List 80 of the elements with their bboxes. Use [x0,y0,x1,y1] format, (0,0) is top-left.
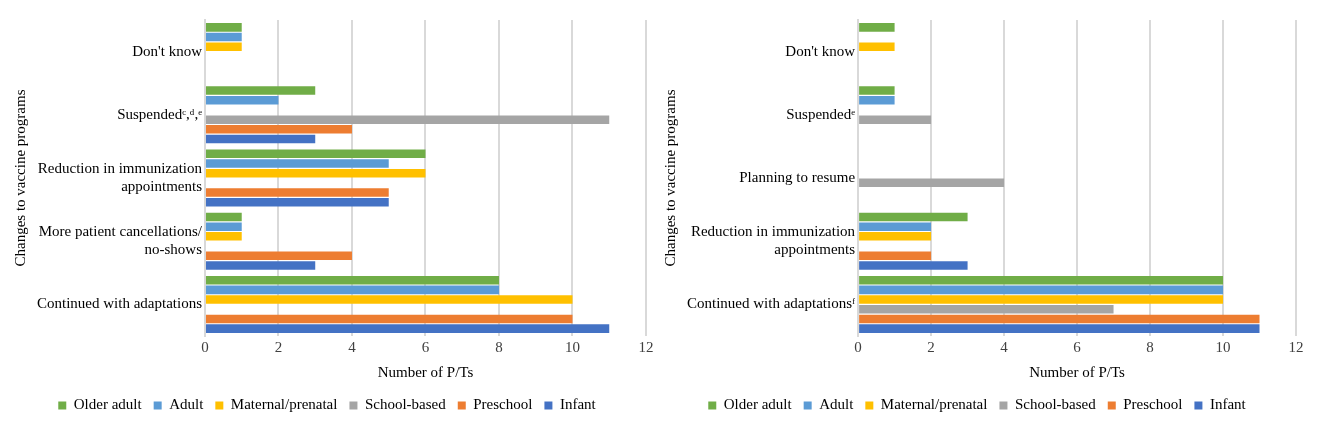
bar [205,261,316,270]
bar [205,115,610,124]
bar [859,222,932,231]
bar [859,295,1224,304]
legend-label: Preschool [1123,396,1183,413]
bar [859,115,932,124]
bar [205,188,389,197]
x-tick-label: 6 [1073,338,1082,355]
y-axis-title: Changes to vaccine programs [661,89,678,267]
x-axis-title: Number of P/Ts [1029,363,1126,380]
bar [205,212,242,222]
bar [859,275,1224,285]
y-tick-label: Suspendedᵉ [786,105,856,122]
bar [859,23,895,32]
bar [205,86,316,95]
bar [859,86,895,95]
legend-label: Preschool [473,396,533,413]
bar [859,212,968,222]
x-tick-label: 10 [1215,338,1231,355]
legend-label: Infant [1209,396,1247,413]
bar [205,197,389,207]
y-tick-label: Continued with adaptations [36,295,203,312]
x-tick-label: 4 [1000,338,1009,355]
x-tick-label: 2 [927,338,935,355]
bar [205,159,389,168]
bar [205,275,499,285]
legend-label: Older adult [73,396,143,413]
x-tick-label: 4 [348,338,357,355]
bar [859,304,1114,314]
bar [859,324,1260,333]
x-tick-label: 0 [854,338,862,355]
y-tick-label: Reduction in immunization appointments [690,223,856,258]
x-tick-label: 8 [495,338,503,355]
bar [205,324,610,333]
y-tick-label: Don't know [132,42,203,59]
bar [205,285,499,295]
bar [859,232,932,241]
legend-label: Older adult [723,396,793,413]
x-tick-label: 8 [1146,338,1154,355]
bar [205,32,242,42]
bar [205,149,426,159]
bar [859,96,895,105]
x-tick-label: 12 [1288,338,1304,355]
legend-label: Infant [559,396,597,413]
bar [859,285,1224,295]
bar [205,23,242,32]
bar [859,261,968,270]
y-tick-label: Don't know [785,42,856,59]
bar [205,96,279,105]
y-tick-label: Suspendedᶜ,ᵈ,ᵉ [117,105,203,122]
bar [205,125,352,134]
bar [205,134,316,144]
bar [859,42,895,52]
legend-label: School-based [364,396,447,413]
y-tick-label: Reduction in immunization appointments [37,159,203,194]
x-tick-label: 6 [421,338,430,355]
bar [859,314,1260,324]
legend-label: Maternal/prenatal [230,396,338,413]
y-tick-label: Continued with adaptationsᶠ [687,295,856,312]
legend-label: School-based [1014,396,1097,413]
legend-label: Adult [169,396,205,413]
x-axis-title: Number of P/Ts [377,363,474,380]
bar [205,232,242,241]
y-axis-title: Changes to vaccine programs [11,89,28,267]
bar [205,251,352,260]
y-tick-label: Planning to resume [739,168,856,185]
bar [205,295,573,304]
bar [205,222,242,231]
bar [205,168,426,178]
x-tick-label: 2 [274,338,283,355]
legend-label: Adult [819,396,855,413]
y-tick-label: More patient cancellations/ no-shows [38,223,203,258]
x-tick-label: 0 [201,338,209,355]
x-tick-label: 12 [638,338,654,355]
legend-label: Maternal/prenatal [880,396,988,413]
x-tick-label: 10 [565,338,580,355]
bar [205,42,242,52]
bar [859,251,932,260]
bar [205,314,573,324]
bar [859,178,1005,188]
